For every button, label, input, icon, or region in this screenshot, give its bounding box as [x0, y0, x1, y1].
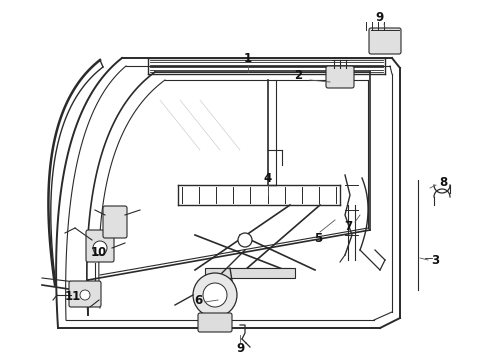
- Circle shape: [93, 241, 107, 255]
- Bar: [205, 268, 295, 278]
- FancyBboxPatch shape: [369, 28, 401, 54]
- Circle shape: [80, 290, 90, 300]
- Text: 6: 6: [194, 293, 202, 306]
- Text: 11: 11: [65, 289, 81, 302]
- Text: 9: 9: [236, 342, 244, 355]
- Text: 9: 9: [376, 10, 384, 23]
- Text: 3: 3: [431, 253, 439, 266]
- Text: 8: 8: [439, 176, 447, 189]
- FancyBboxPatch shape: [86, 230, 114, 262]
- Text: 2: 2: [294, 68, 302, 81]
- Circle shape: [238, 233, 252, 247]
- Text: 5: 5: [314, 231, 322, 244]
- FancyBboxPatch shape: [69, 281, 101, 307]
- Circle shape: [193, 273, 237, 317]
- Text: 1: 1: [244, 51, 252, 64]
- Text: 4: 4: [264, 171, 272, 185]
- FancyBboxPatch shape: [103, 206, 127, 238]
- FancyBboxPatch shape: [198, 313, 232, 332]
- FancyBboxPatch shape: [326, 66, 354, 88]
- Circle shape: [203, 283, 227, 307]
- Text: 10: 10: [91, 246, 107, 258]
- Text: 7: 7: [344, 220, 352, 233]
